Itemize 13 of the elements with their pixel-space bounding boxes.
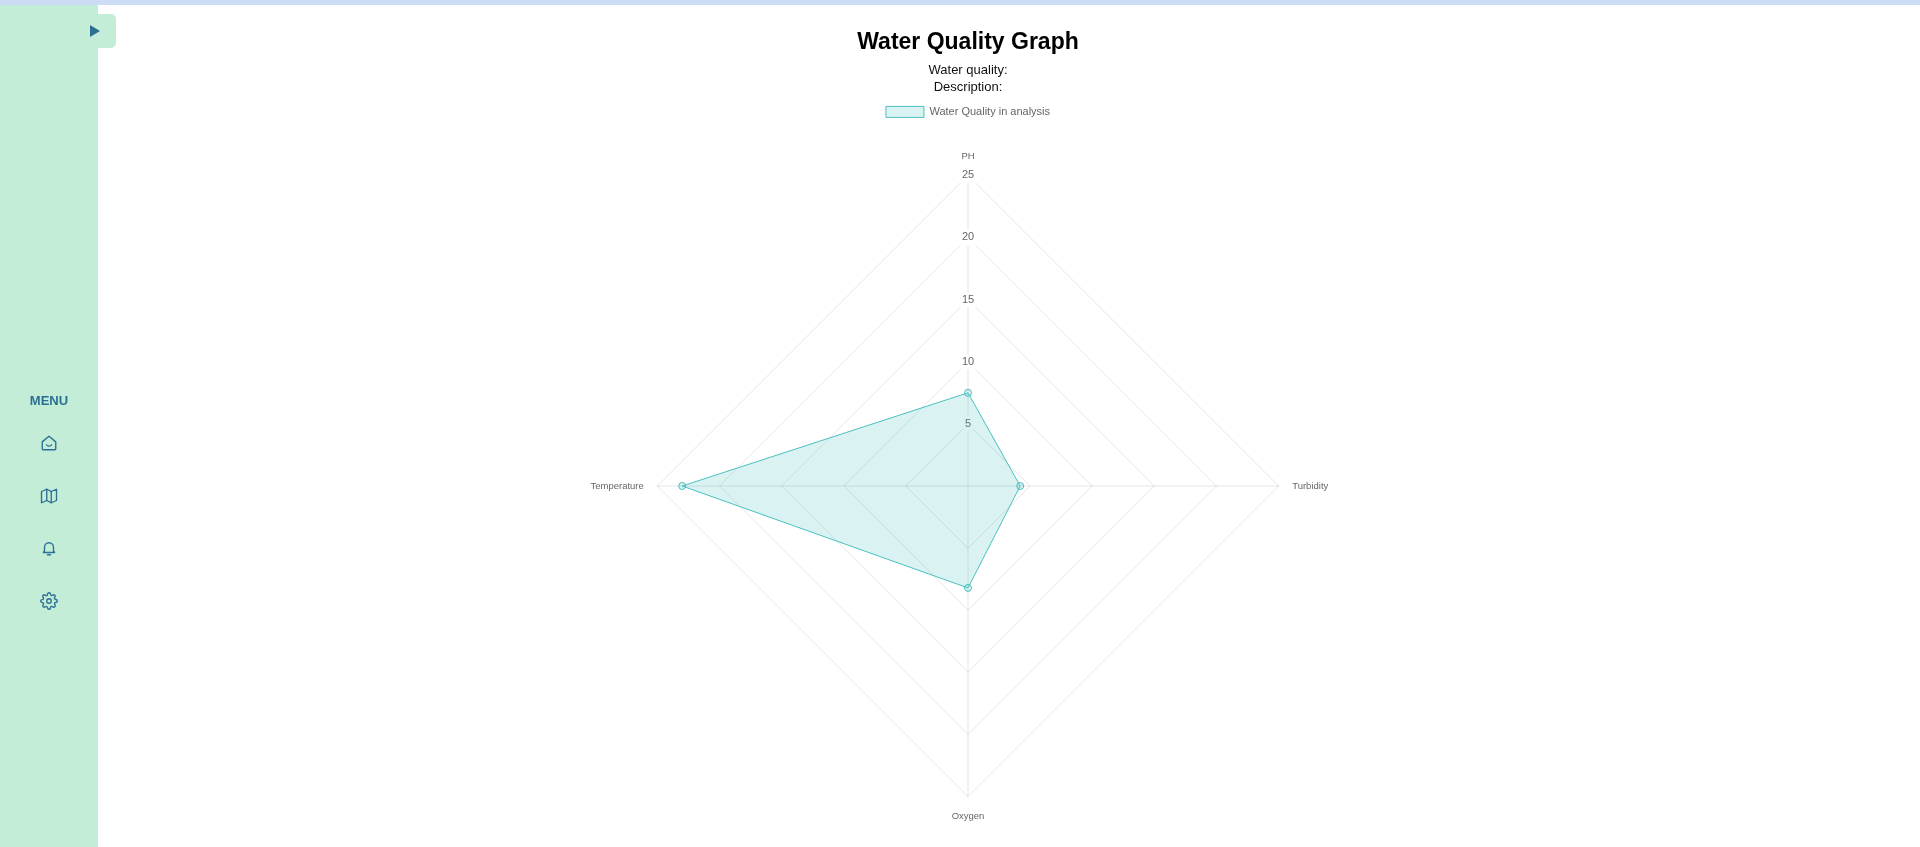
y-tick-label: 5 bbox=[964, 416, 972, 429]
y-tick-label: 10 bbox=[961, 354, 975, 367]
spoke-label: Temperature bbox=[590, 479, 644, 491]
spoke-label: Turbidity bbox=[1292, 479, 1329, 491]
chart-title: Water Quality Graph bbox=[857, 28, 1079, 55]
legend-label: Water Quality in analysis bbox=[929, 104, 1051, 117]
y-tick-label: 15 bbox=[961, 292, 975, 305]
chart-subtitle: Water quality: Description: bbox=[928, 61, 1008, 94]
y-tick-label: 20 bbox=[961, 230, 975, 243]
text: MENU bbox=[28, 392, 70, 410]
spoke-label: Oxygen bbox=[951, 809, 985, 821]
y-tick-label: 25 bbox=[961, 168, 975, 181]
spoke-label: PH bbox=[961, 149, 975, 161]
